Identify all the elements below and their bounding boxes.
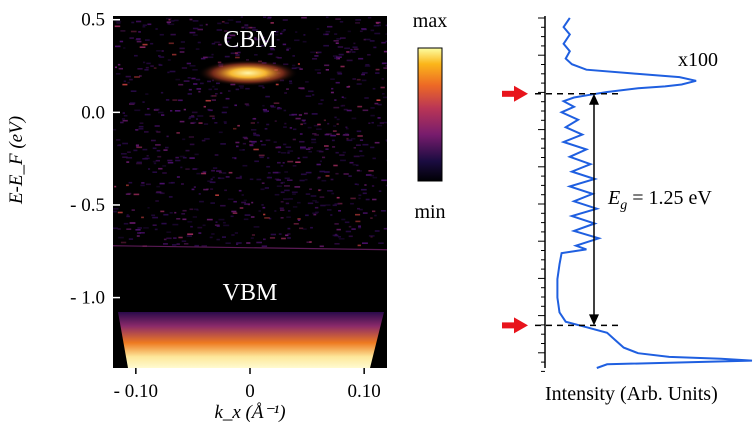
gap-label: Eg = 1.25 eV <box>607 187 712 213</box>
y-tick-label: - 1.0 <box>70 288 105 309</box>
scale-label: x100 <box>678 49 718 71</box>
y-tick-label: 0.0 <box>81 102 105 123</box>
red-arrows <box>502 85 528 334</box>
x-axis: - 0.10 0 0.10 <box>114 368 381 402</box>
y-axis-label: E-E_F (eV) <box>6 116 27 205</box>
red-arrow-head <box>514 317 528 334</box>
colorbar-min-label: min <box>414 201 445 223</box>
heatmap-panel: CBM VBM 0.5 0.0 - 0.5 - 1.0 - 0.10 0 0.10 E-E… <box>6 10 387 423</box>
gap-arrow-head-down <box>589 314 599 326</box>
y-tick-label: 0.5 <box>81 10 105 31</box>
cbm-spot <box>198 60 298 86</box>
colorbar: max min <box>413 10 447 223</box>
intensity-curve <box>556 17 753 369</box>
cbm-label: CBM <box>223 27 276 53</box>
x-tick-label: 0 <box>245 381 255 402</box>
gap-arrow-head-up <box>589 93 599 105</box>
x-tick-label: - 0.10 <box>114 381 158 402</box>
intensity-axis-ticks <box>538 17 545 372</box>
x-tick-label: 0.10 <box>348 381 381 402</box>
gap-arrow <box>589 93 599 326</box>
heatmap-noise <box>113 16 387 251</box>
red-arrow-shaft <box>502 322 516 329</box>
y-axis: 0.5 0.0 - 0.5 - 1.0 <box>70 10 120 309</box>
vbm-label: VBM <box>223 280 278 306</box>
red-arrow-head <box>514 85 528 102</box>
y-tick-label: - 0.5 <box>70 195 105 216</box>
intensity-panel: x100 Eg = 1.25 eV Intensity (Arb. Units) <box>502 16 753 405</box>
intensity-axis-label: Intensity (Arb. Units) <box>545 383 718 405</box>
red-arrow-shaft <box>502 90 516 97</box>
colorbar-max-label: max <box>413 10 447 32</box>
colorbar-gradient <box>417 47 443 182</box>
vbm-band <box>118 312 384 368</box>
x-axis-label: k_x (Å⁻¹) <box>214 402 285 423</box>
